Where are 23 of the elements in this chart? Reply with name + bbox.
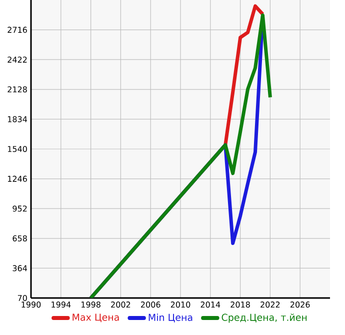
legend-label: Min Цена [148,314,192,322]
x-tick-label: 1990 [22,302,41,308]
y-tick-label: 1834 [8,116,28,122]
y-tick-label: 2128 [8,86,27,92]
x-tick-label: 2002 [111,302,130,308]
x-tick-label: 2018 [230,302,250,308]
y-tick-label: 2716 [8,26,27,33]
y-tick-label: 70 [18,294,27,302]
y-tick-label: 952 [12,206,27,212]
y-tick-label: 1540 [8,146,27,152]
x-tick-label: 1994 [52,302,71,308]
y-tick-label: 1246 [8,176,27,182]
y-tick-label: 658 [12,235,27,242]
x-tick-label: 1998 [82,302,100,308]
x-tick-label: 2026 [290,302,310,308]
y-tick-label: 364 [12,265,28,272]
x-tick-label: 2022 [260,302,280,308]
x-tick-label: 2014 [200,302,220,308]
y-tick-label: 2422 [8,56,27,63]
x-tick-label: 2006 [141,302,160,308]
x-tick-label: 2010 [170,302,190,308]
legend-label: Сред.Цена, т.йен [222,314,307,323]
legend-label: Max Цена [72,314,119,322]
